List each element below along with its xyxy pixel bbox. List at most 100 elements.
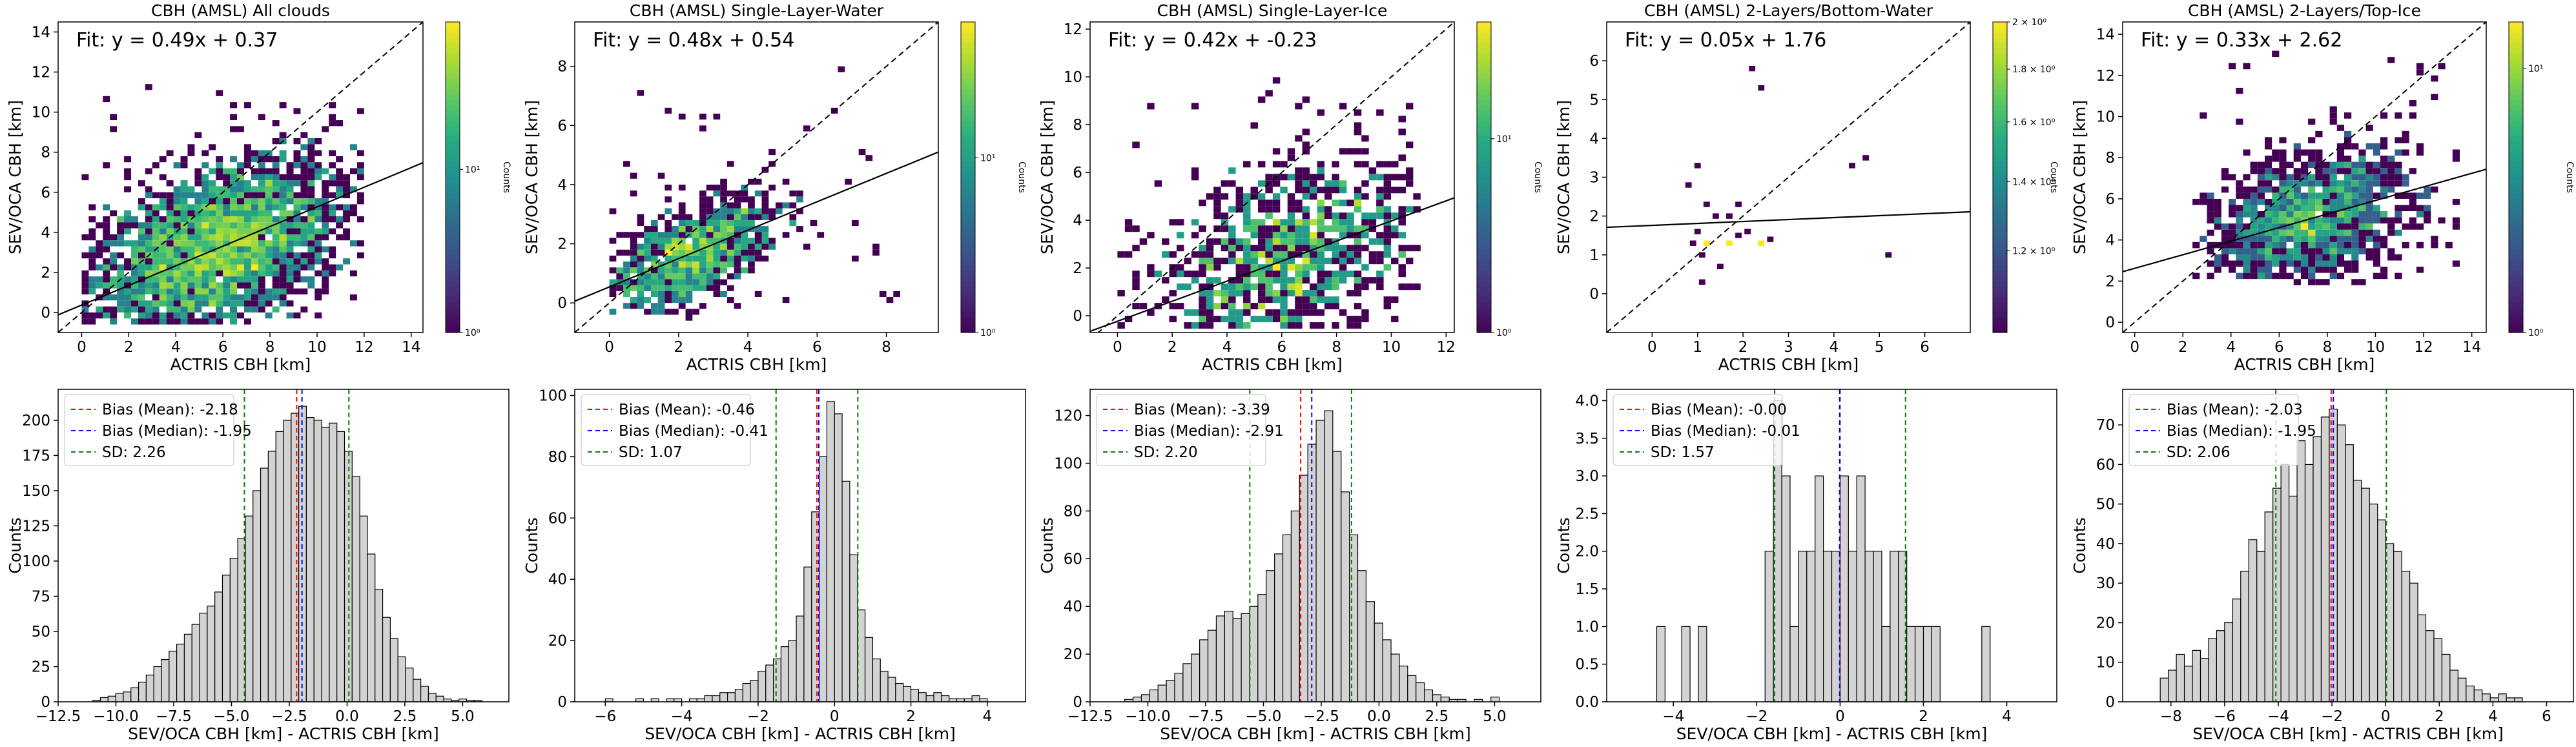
density-cell bbox=[1199, 283, 1206, 291]
colorbar-frame bbox=[2508, 21, 2524, 333]
colorbar-segment bbox=[446, 177, 460, 183]
density-cell bbox=[300, 264, 308, 271]
density-cell bbox=[173, 282, 181, 289]
density-cell bbox=[1332, 212, 1339, 220]
density-cell bbox=[1177, 245, 1184, 252]
density-cell bbox=[1368, 251, 1377, 258]
axes-frame bbox=[574, 21, 939, 333]
legend-entry: Bias (Mean): -2.03 bbox=[2167, 402, 2303, 418]
x-tick-label: 8 bbox=[881, 339, 891, 356]
density-cell bbox=[356, 174, 364, 181]
histogram-bar bbox=[750, 680, 759, 702]
colorbar-tick-label: 10⁰ bbox=[2528, 328, 2544, 338]
chart-title: CBH (AMSL) 2-Layers/Top-Ice bbox=[2188, 1, 2421, 20]
density-cell bbox=[265, 246, 273, 252]
histogram-bar bbox=[405, 668, 414, 702]
density-cell bbox=[243, 144, 251, 150]
density-cell bbox=[2315, 198, 2323, 205]
density-cell bbox=[286, 246, 294, 252]
y-tick-label: 0 bbox=[557, 295, 567, 312]
density-cell bbox=[678, 226, 686, 232]
density-cell bbox=[159, 282, 167, 289]
density-cell bbox=[1265, 251, 1273, 258]
density-cell bbox=[1354, 122, 1362, 129]
density-cell bbox=[103, 246, 110, 252]
histogram-bar bbox=[880, 670, 889, 702]
density-cell bbox=[2365, 229, 2373, 236]
density-cell bbox=[685, 249, 693, 256]
density-cell bbox=[159, 192, 167, 199]
density-cell bbox=[103, 294, 110, 301]
density-cell bbox=[230, 276, 238, 283]
density-cell bbox=[1295, 245, 1303, 252]
y-tick-label: 12 bbox=[2096, 68, 2115, 85]
density-cell bbox=[2300, 168, 2309, 174]
y-tick-label: 3 bbox=[1589, 170, 1599, 187]
density-cell bbox=[706, 261, 714, 268]
density-cell bbox=[699, 285, 706, 291]
density-cell bbox=[279, 252, 287, 259]
density-cell bbox=[201, 204, 209, 210]
histogram-bar bbox=[1789, 626, 1799, 702]
density-cell bbox=[2416, 149, 2424, 156]
density-cell bbox=[2336, 180, 2345, 187]
density-cell bbox=[1332, 258, 1339, 265]
density-cell bbox=[230, 192, 238, 199]
density-cell bbox=[2322, 229, 2330, 236]
density-cell bbox=[1154, 271, 1162, 278]
density-cell bbox=[2272, 241, 2280, 249]
density-cell bbox=[1280, 303, 1288, 310]
density-cell bbox=[110, 234, 118, 241]
density-cell bbox=[637, 267, 644, 274]
colorbar-segment bbox=[446, 48, 460, 54]
density-cell bbox=[243, 162, 251, 169]
density-cell bbox=[230, 198, 238, 205]
density-cell bbox=[265, 210, 273, 217]
density-cell bbox=[2300, 272, 2309, 280]
density-cell bbox=[209, 192, 216, 199]
x-tick-label: 0 bbox=[2381, 708, 2391, 725]
density-cell bbox=[1368, 238, 1377, 245]
density-cell bbox=[713, 238, 721, 244]
density-cell bbox=[2365, 180, 2373, 187]
density-cell bbox=[194, 180, 202, 187]
density-cell bbox=[1339, 277, 1347, 284]
density-cell bbox=[1361, 309, 1369, 316]
density-cell bbox=[1272, 180, 1281, 187]
histogram-bar bbox=[145, 674, 154, 702]
y-tick-label: 2 bbox=[41, 265, 50, 281]
histogram-bar bbox=[1357, 570, 1366, 702]
density-cell bbox=[293, 270, 301, 277]
density-cell bbox=[265, 216, 273, 223]
density-cell bbox=[2200, 112, 2207, 119]
density-cell bbox=[1257, 161, 1266, 168]
density-cell bbox=[2322, 180, 2330, 187]
density-cell bbox=[173, 276, 181, 283]
density-cell bbox=[251, 288, 258, 295]
density-cell bbox=[2300, 267, 2309, 273]
colorbar-segment bbox=[446, 43, 460, 48]
density-cell bbox=[1199, 271, 1206, 278]
density-cell bbox=[713, 291, 721, 298]
density-cell bbox=[2452, 156, 2460, 162]
colorbar-segment bbox=[2509, 192, 2523, 199]
colorbar-segment bbox=[2509, 68, 2523, 74]
density-cell bbox=[1735, 201, 1742, 207]
density-cell bbox=[1405, 180, 1414, 187]
density-cell bbox=[1310, 258, 1317, 265]
colorbar-segment bbox=[1477, 89, 1491, 95]
density-cell bbox=[272, 282, 280, 289]
density-cell bbox=[1191, 271, 1199, 278]
density-cell bbox=[237, 276, 244, 283]
density-cell bbox=[2243, 260, 2251, 267]
density-cell bbox=[699, 267, 706, 274]
colorbar-segment bbox=[1477, 239, 1491, 245]
density-cell bbox=[300, 252, 308, 259]
density-cell bbox=[223, 198, 231, 205]
density-cell bbox=[329, 150, 336, 156]
density-cell bbox=[2308, 248, 2316, 254]
density-cell bbox=[1361, 161, 1369, 168]
y-axis-label: SEV/OCA CBH [km] bbox=[1038, 100, 1056, 254]
density-cell bbox=[685, 291, 693, 298]
density-cell bbox=[343, 228, 350, 234]
